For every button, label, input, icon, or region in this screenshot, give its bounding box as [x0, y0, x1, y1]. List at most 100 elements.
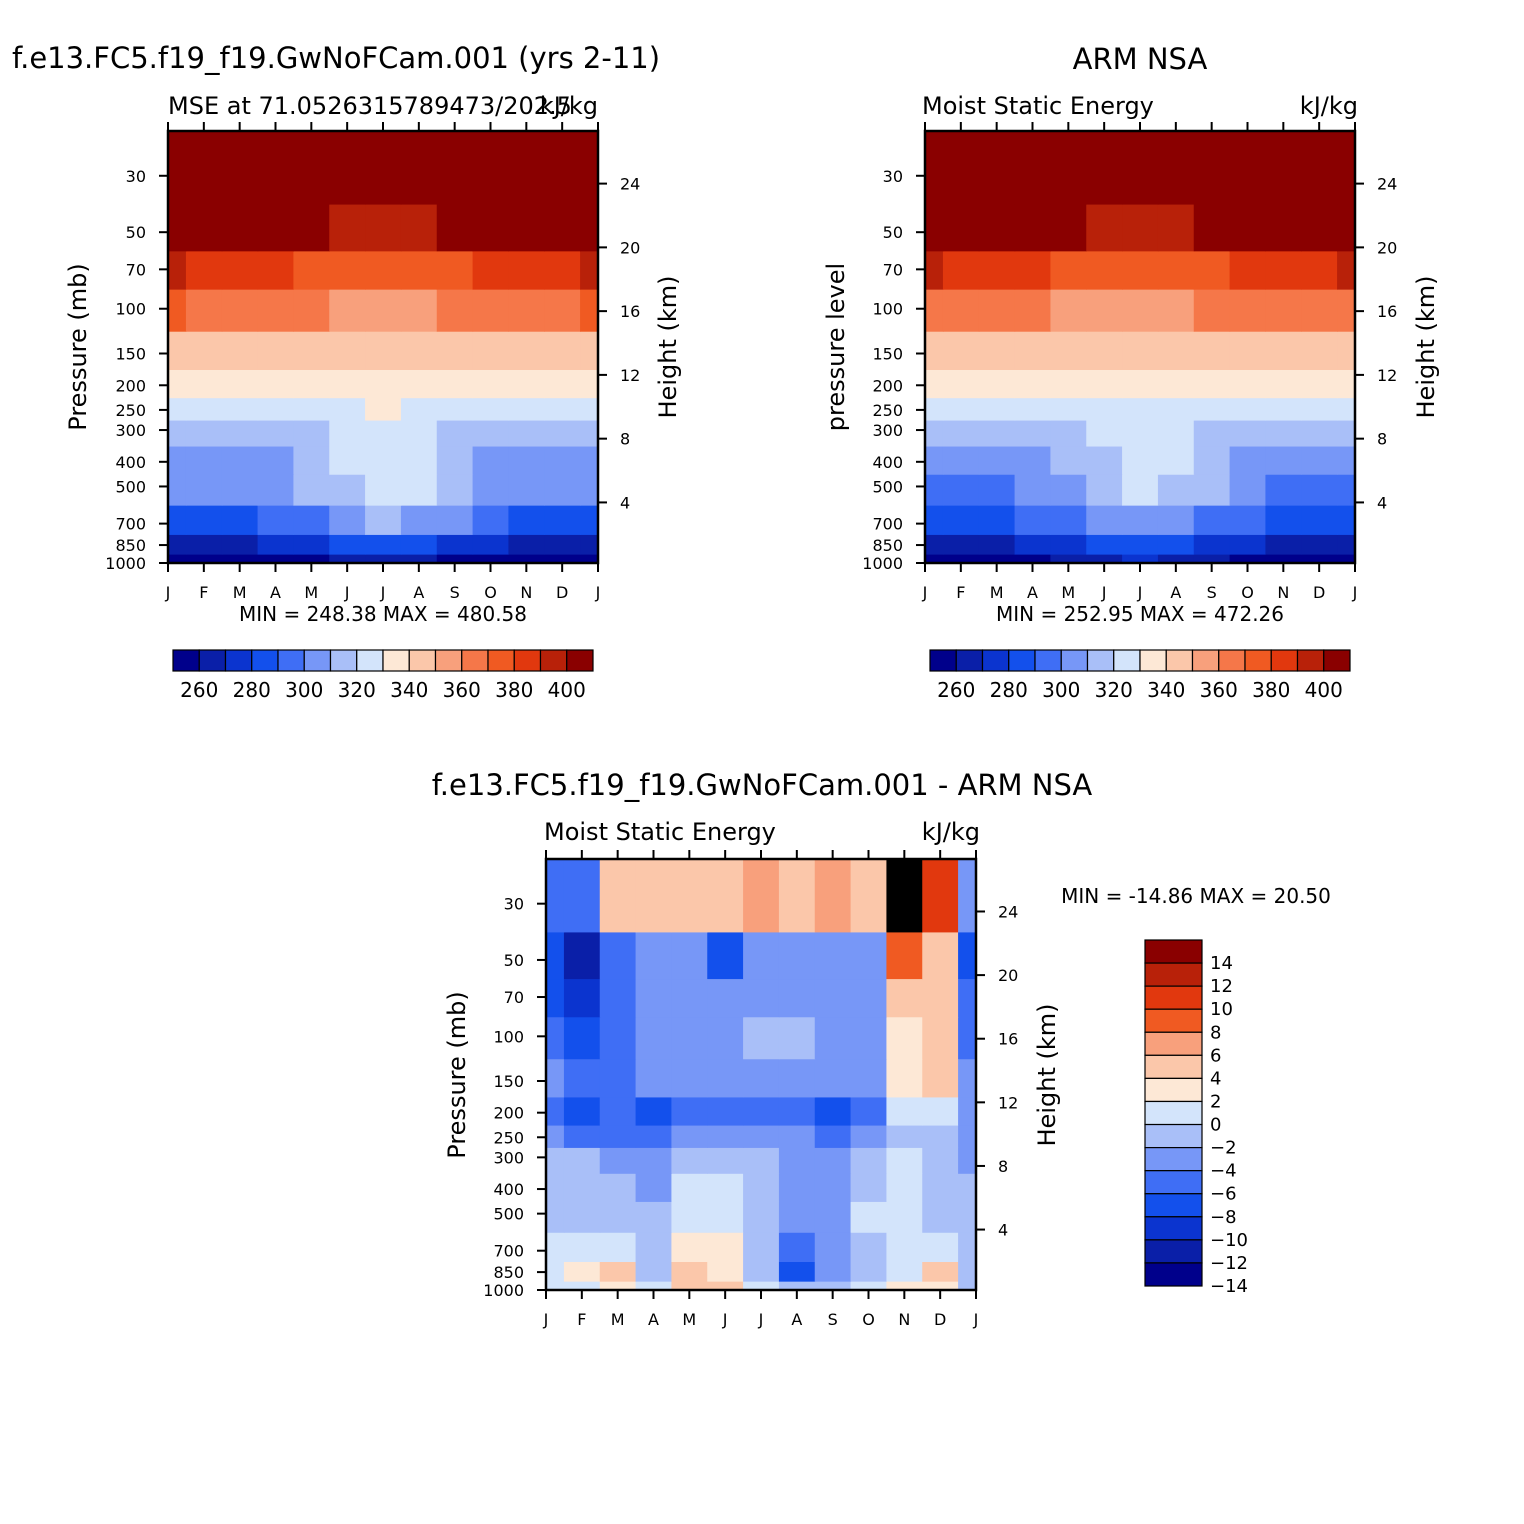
contour-cell [221, 419, 259, 447]
contour-cell [1265, 474, 1302, 506]
contour-cell [778, 1147, 816, 1174]
contour-cell [168, 505, 187, 535]
contour-cell [365, 554, 402, 564]
contour-cell [293, 203, 330, 252]
contour-cell [1122, 505, 1159, 535]
contour-cell [508, 131, 545, 205]
y2-tick-label: 24 [620, 175, 640, 194]
contour-cell [508, 445, 545, 475]
panel1-min-max: MIN = 248.38 MAX = 480.58 [239, 602, 527, 626]
colorbar-swatch [1244, 649, 1272, 672]
colorbar-swatch [251, 649, 279, 672]
contour-cell [472, 250, 510, 290]
contour-cell [1193, 474, 1231, 506]
contour-cell [293, 397, 330, 421]
contour-cell [365, 445, 402, 475]
colorbar-label: −12 [1210, 1253, 1248, 1274]
contour-cell [329, 534, 366, 555]
contour-cell [671, 1173, 708, 1202]
contour-cell [599, 1058, 637, 1098]
contour-cell [978, 369, 1016, 399]
contour-cell [978, 474, 1016, 506]
contour-cell [508, 331, 545, 370]
contour-cell [925, 474, 944, 506]
contour-cell [958, 1124, 977, 1148]
y-tick-label: 400 [493, 1180, 524, 1199]
contour-cell [221, 331, 259, 370]
contour-cell [400, 419, 438, 447]
contour-cell [1229, 250, 1267, 290]
y2-tick-label: 24 [998, 902, 1018, 921]
contour-cell [671, 1147, 708, 1174]
y-tick-label: 700 [493, 1242, 524, 1261]
colorbar-swatch [1144, 1008, 1203, 1033]
contour-cell [635, 931, 673, 980]
contour-cell [814, 1096, 852, 1126]
y-axis-height: 24 20 16 12 8 4 [598, 175, 640, 512]
contour-cell [958, 1058, 977, 1098]
contour-cell [1050, 505, 1087, 535]
contour-cell [1193, 289, 1231, 332]
colorbar-swatch [461, 649, 489, 672]
contour-cell [293, 474, 330, 506]
contour-cell [1086, 250, 1123, 290]
contour-cell [329, 397, 366, 421]
contour-cell [635, 1261, 673, 1282]
colorbar-swatch [1144, 985, 1203, 1010]
contour-cell [1193, 534, 1231, 555]
contour-cell [563, 931, 601, 980]
panel2-left-subtitle: Moist Static Energy [922, 92, 1154, 120]
x-tick-label: N [1277, 583, 1289, 602]
contour-cell [580, 534, 599, 555]
contour-cell [978, 554, 1016, 564]
contour-cell [743, 931, 780, 980]
y-axis-height: 24 20 16 12 8 4 [976, 902, 1018, 1240]
y-tick-label: 250 [872, 401, 903, 420]
contour-cell [508, 203, 545, 252]
contour-cell [1301, 203, 1338, 252]
contour-cell [293, 445, 330, 475]
contour-cell [707, 931, 744, 980]
contour-cell [635, 1201, 673, 1233]
colorbar-label: 360 [443, 678, 481, 702]
contour-cell [922, 1124, 959, 1148]
contour-cell [1086, 289, 1123, 332]
contour-cell [958, 931, 977, 980]
contour-cell [1086, 554, 1123, 564]
contour-cell [329, 250, 366, 290]
panel2-min-max: MIN = 252.95 MAX = 472.26 [996, 602, 1284, 626]
contour-cell [400, 131, 438, 205]
contour-cell [544, 131, 581, 205]
contour-cell [978, 397, 1016, 421]
contour-cell [671, 1281, 708, 1291]
contour-cell [707, 859, 744, 933]
contour-cell [1337, 474, 1356, 506]
contour-cell [599, 1201, 637, 1233]
contour-cell [221, 131, 259, 205]
contour-cell [635, 1096, 673, 1126]
y-tick-label: 50 [504, 951, 524, 970]
contour-cell [168, 203, 187, 252]
contour-cell [814, 931, 852, 980]
contour-cell [599, 1147, 637, 1174]
y-tick-label: 50 [883, 223, 903, 242]
contour-cell [635, 1232, 673, 1262]
contour-cell [778, 1281, 816, 1291]
colorbar-swatch [1144, 939, 1203, 964]
contour-cell [293, 505, 330, 535]
y-tick-label: 700 [872, 515, 903, 534]
contour-cell [1337, 397, 1356, 421]
colorbar-label: 380 [495, 678, 533, 702]
x-tick-label: D [934, 1310, 946, 1329]
contour-cell [563, 1124, 601, 1148]
contour-cell [472, 419, 510, 447]
contour-cell [707, 1096, 744, 1126]
colorbar-swatch [1323, 649, 1351, 672]
contour-cell [814, 1281, 852, 1291]
contour-cell [544, 534, 581, 555]
colorbar-label: 12 [1210, 976, 1233, 997]
contour-cell [580, 419, 599, 447]
